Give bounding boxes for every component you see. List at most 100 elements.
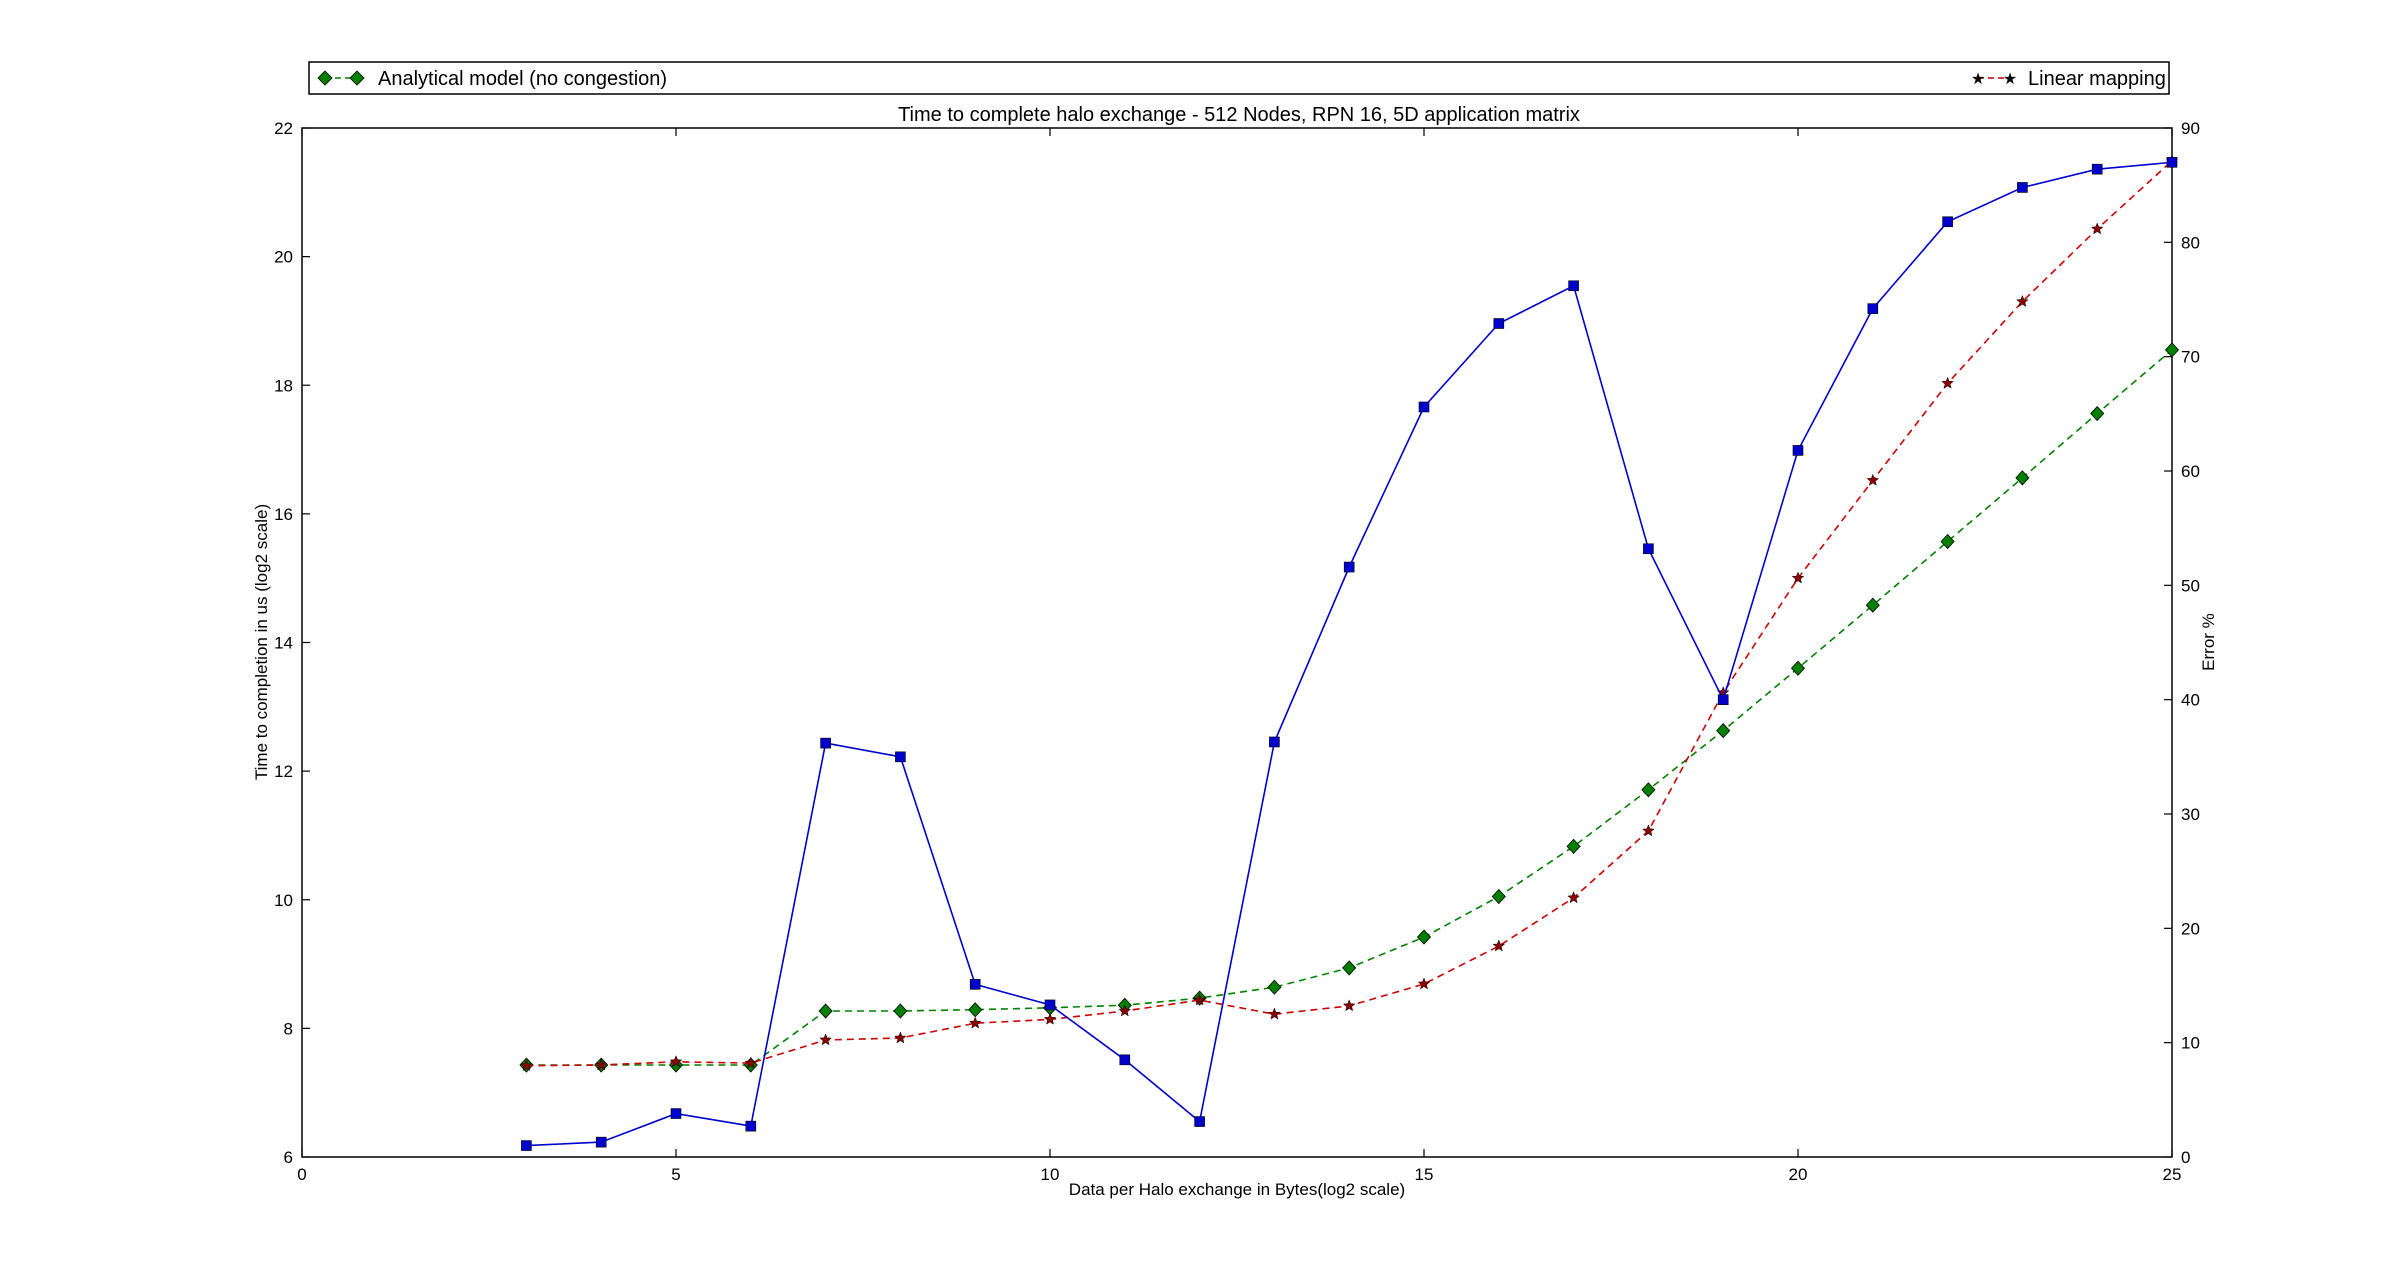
data-point — [1044, 999, 1056, 1011]
x-tick-label: 5 — [671, 1165, 680, 1184]
data-point — [670, 1108, 682, 1119]
data-point — [1491, 888, 1506, 905]
data-point — [1790, 660, 1806, 676]
data-point — [2016, 294, 2029, 308]
legend-label-analytical: Analytical model (no congestion) — [378, 68, 667, 90]
legend-marker-analytical-1 — [317, 70, 333, 86]
data-point — [594, 1058, 608, 1071]
legend-label-linear: Linear mapping — [2028, 68, 2166, 90]
y-tick-label: 20 — [274, 248, 293, 267]
x-tick-label: 25 — [2163, 1165, 2182, 1184]
data-point — [1792, 445, 1804, 456]
data-point — [1568, 280, 1579, 292]
data-point — [2017, 182, 2028, 193]
x-axis-label: Data per Halo exchange in Bytes(log2 sca… — [1069, 1180, 1405, 1199]
series-line — [526, 160, 2173, 1067]
data-point — [1267, 979, 1282, 995]
data-point — [1717, 694, 1729, 705]
data-point — [1865, 597, 1880, 613]
y2-axis-label: Error % — [2199, 613, 2218, 671]
series-layer — [519, 154, 2180, 1151]
y2-tick-label: 80 — [2181, 233, 2200, 252]
data-point — [968, 1016, 982, 1029]
data-point — [1566, 838, 1581, 854]
data-point — [1716, 723, 1731, 739]
data-point — [1493, 318, 1505, 329]
data-point — [744, 1056, 758, 1069]
y2-tick-label: 20 — [2181, 919, 2200, 938]
data-point — [2090, 222, 2104, 235]
data-point — [595, 1136, 607, 1148]
y-axis-label: Time to completion in us (log2 scale) — [252, 504, 271, 780]
data-point — [1194, 1116, 1205, 1127]
x-tick-label: 0 — [297, 1165, 306, 1184]
y2-tick-label: 10 — [2181, 1034, 2200, 1053]
data-point — [1642, 824, 1655, 837]
data-point — [669, 1055, 683, 1068]
y-tick-label: 18 — [274, 376, 293, 395]
data-point — [1193, 993, 1206, 1006]
data-point — [1942, 216, 1953, 228]
series-1 — [520, 154, 2179, 1072]
legend-marker-analytical-2 — [349, 70, 365, 86]
series-2 — [521, 157, 2178, 1151]
data-point — [1940, 533, 1955, 550]
data-point — [1342, 999, 1356, 1012]
data-point — [1567, 891, 1580, 904]
y2-tick-label: 40 — [2181, 691, 2200, 710]
y2-tick-label: 30 — [2181, 805, 2200, 824]
data-point — [819, 1033, 832, 1046]
data-point — [1641, 782, 1656, 798]
data-point — [1416, 929, 1432, 945]
y2-tick-label: 70 — [2181, 348, 2200, 367]
x-axis: 0 5 10 15 20 25 — [297, 128, 2181, 1184]
data-point — [1119, 1054, 1131, 1066]
data-point — [2166, 157, 2178, 168]
legend-marker-linear-2: ★ — [2003, 71, 2017, 88]
y-axis-left: 6 8 10 12 14 16 18 20 22 — [274, 119, 310, 1167]
legend: Analytical model (no congestion) ★ ★ Lin… — [308, 61, 2170, 95]
series-line — [526, 349, 2173, 1066]
data-point — [894, 1031, 907, 1044]
y2-tick-label: 60 — [2181, 462, 2200, 481]
legend-entry-linear: ★ ★ Linear mapping — [1971, 68, 2166, 90]
y-tick-label: 22 — [274, 119, 293, 138]
data-point — [1941, 376, 1954, 389]
y-tick-label: 16 — [274, 505, 293, 524]
data-point — [1791, 571, 1805, 584]
data-point — [1043, 1012, 1057, 1025]
data-point — [2090, 405, 2105, 422]
data-point — [2164, 342, 2180, 358]
data-point — [968, 1002, 983, 1018]
y-tick-label: 14 — [274, 634, 293, 653]
x-tick-label: 10 — [1041, 1165, 1060, 1184]
data-point — [1118, 1004, 1132, 1017]
data-point — [2091, 163, 2103, 175]
data-point — [893, 1003, 908, 1019]
legend-marker-linear-1: ★ — [1971, 71, 1985, 88]
legend-frame — [308, 61, 2170, 95]
chart-title: Time to complete halo exchange - 512 Nod… — [898, 104, 1580, 126]
plot-frame — [301, 127, 2173, 1158]
y2-tick-label: 50 — [2181, 576, 2200, 595]
data-point — [521, 1140, 532, 1151]
y-tick-label: 12 — [274, 762, 293, 781]
data-point — [745, 1120, 757, 1132]
y-axis-right: 0 10 20 30 40 50 60 70 80 90 — [2164, 119, 2200, 1167]
data-point — [895, 751, 906, 763]
data-point — [2015, 470, 2030, 486]
data-point — [1866, 473, 1880, 486]
data-point — [969, 979, 981, 990]
data-point — [1269, 736, 1280, 748]
data-point — [820, 737, 831, 749]
y2-tick-label: 90 — [2181, 119, 2200, 138]
data-point — [1342, 960, 1357, 976]
data-point — [520, 1059, 533, 1072]
data-point — [1492, 939, 1506, 952]
data-point — [1643, 543, 1654, 555]
data-point — [1268, 1007, 1281, 1020]
x-tick-label: 20 — [1789, 1165, 1808, 1184]
y-tick-label: 8 — [284, 1019, 293, 1038]
series-0 — [519, 342, 2180, 1073]
